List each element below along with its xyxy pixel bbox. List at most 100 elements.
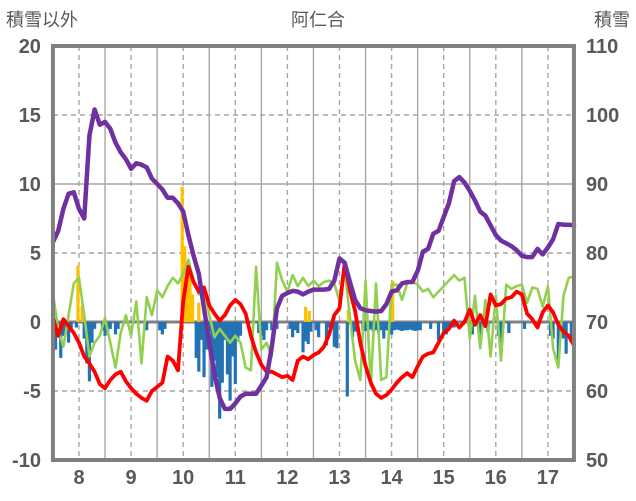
blue-bar — [82, 322, 86, 339]
x-axis-tick-label: 12 — [276, 467, 298, 489]
blue-bar — [90, 322, 94, 343]
right-axis-tick-label: 100 — [586, 105, 619, 127]
blue-bar — [408, 322, 412, 330]
x-axis-tick-label: 15 — [433, 467, 455, 489]
orange-bar — [346, 309, 350, 322]
purple-line-path — [50, 107, 577, 412]
orange-bar — [188, 276, 192, 322]
blue-bar — [413, 322, 417, 331]
blue-bar — [452, 322, 456, 328]
x-axis-tick-label: 14 — [380, 467, 403, 489]
blue-bar — [218, 322, 222, 419]
blue-bar — [163, 322, 167, 329]
blue-bar — [296, 322, 300, 334]
blue-bar — [212, 322, 217, 361]
left-axis-tick-label: 15 — [19, 105, 41, 127]
blue-bar — [332, 322, 336, 347]
left-axis-tick-label: -10 — [12, 450, 41, 472]
blue-bar — [103, 322, 107, 336]
x-axis-tick-label: 16 — [485, 467, 507, 489]
right-axis-tick-label: 60 — [586, 381, 608, 403]
blue-bar — [384, 322, 388, 331]
blue-bar — [238, 322, 243, 336]
blue-bar — [194, 322, 198, 358]
blue-bar — [66, 322, 71, 343]
blue-bar — [397, 322, 402, 331]
blue-bar — [220, 322, 224, 383]
orange-bar — [304, 306, 308, 322]
plot-border — [50, 44, 576, 462]
blue-bar — [160, 322, 164, 335]
blue-bar — [202, 322, 206, 378]
blue-bar — [345, 322, 349, 397]
blue-bar — [418, 322, 422, 331]
blue-bar — [569, 322, 573, 343]
blue-bar — [382, 322, 386, 339]
right-axis-tick-label: 110 — [586, 36, 618, 58]
orange-bar — [185, 264, 189, 322]
blue-bar — [444, 322, 448, 335]
blue-bar — [108, 322, 112, 329]
blue-bar — [223, 322, 227, 340]
blue-bar — [392, 322, 396, 331]
blue-bar — [478, 322, 482, 343]
blue-bar — [288, 322, 292, 329]
blue-bar — [293, 322, 297, 331]
blue-bar — [113, 322, 118, 335]
blue-bar — [400, 322, 404, 331]
blue-bar — [225, 322, 230, 375]
orange-bar — [76, 265, 80, 322]
blue-bar — [379, 322, 383, 331]
blue-bar — [228, 322, 232, 401]
left-axis-tick-label: 5 — [30, 243, 41, 265]
blue-bar — [564, 322, 568, 354]
blue-bar — [507, 322, 511, 334]
x-axis-tick-label: 11 — [225, 467, 246, 489]
right-axis-tick-label: 90 — [586, 174, 608, 196]
blue-bar — [61, 322, 65, 336]
blue-bar — [199, 322, 204, 340]
blue-bar — [324, 322, 329, 346]
blue-bar — [327, 322, 331, 328]
blue-bar — [309, 322, 313, 332]
blue-bar — [522, 322, 527, 329]
blue-bar — [551, 322, 555, 339]
orange-bar — [307, 310, 311, 322]
blue-bar — [405, 322, 409, 331]
right-axis-tick-label: 80 — [586, 243, 608, 265]
blue-bar — [390, 322, 394, 335]
orange-bar — [190, 294, 195, 322]
x-axis-tick-label: 10 — [172, 467, 194, 489]
blue-bar — [436, 322, 441, 340]
blue-bar — [369, 322, 373, 330]
right-axis-tick-label: 70 — [586, 312, 608, 334]
left-axis-tick-label: 20 — [19, 36, 41, 58]
chart-title: 阿仁合 — [291, 10, 345, 30]
blue-bar — [374, 322, 378, 331]
blue-bar — [207, 322, 211, 332]
blue-bar — [233, 322, 237, 385]
x-axis-tick-label: 8 — [73, 467, 84, 489]
orange-bar — [197, 302, 201, 322]
blue-bar — [301, 322, 305, 353]
blue-bar — [314, 322, 318, 331]
blue-bar — [236, 322, 240, 342]
blue-bar — [416, 322, 420, 331]
blue-bar — [442, 322, 446, 332]
blue-bar — [53, 322, 58, 350]
blue-bar — [335, 322, 339, 349]
blue-bar — [197, 322, 201, 372]
blue-bar — [215, 322, 219, 378]
blue-bar — [116, 322, 120, 329]
left-axis-title: 積雪以外 — [6, 10, 78, 30]
blue-bar — [74, 322, 78, 328]
blue-bar — [499, 322, 503, 350]
blue-bar — [291, 322, 295, 338]
blue-bar — [306, 322, 310, 345]
blue-bar — [270, 322, 274, 331]
blue-bar — [403, 322, 407, 331]
blue-bar — [262, 322, 266, 340]
x-axis-tick-label: 13 — [328, 467, 350, 489]
